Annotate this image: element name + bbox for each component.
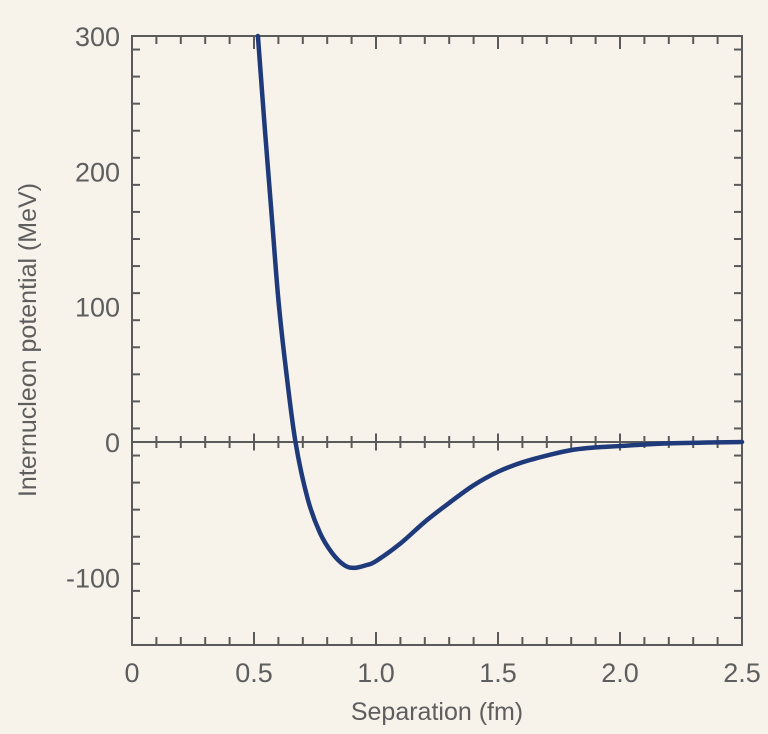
x-axis-label: Separation (fm) [351, 698, 523, 726]
x-tick-label: 2.0 [601, 658, 639, 688]
x-tick-label: 0 [124, 658, 139, 688]
y-tick-label: 100 [75, 293, 120, 323]
x-tick-label: 0.5 [235, 658, 273, 688]
y-tick-label: 200 [75, 157, 120, 187]
x-tick-label: 1.5 [479, 658, 517, 688]
y-axis-label: Internucleon potential (MeV) [14, 183, 42, 497]
y-tick-label: 0 [105, 428, 120, 458]
y-tick-label: -100 [66, 563, 120, 593]
potential-curve [255, 33, 745, 571]
y-tick-label: 300 [75, 22, 120, 52]
plot-frame [131, 35, 743, 646]
x-tick-label: 1.0 [357, 658, 395, 688]
x-tick-label: 2.5 [723, 658, 761, 688]
